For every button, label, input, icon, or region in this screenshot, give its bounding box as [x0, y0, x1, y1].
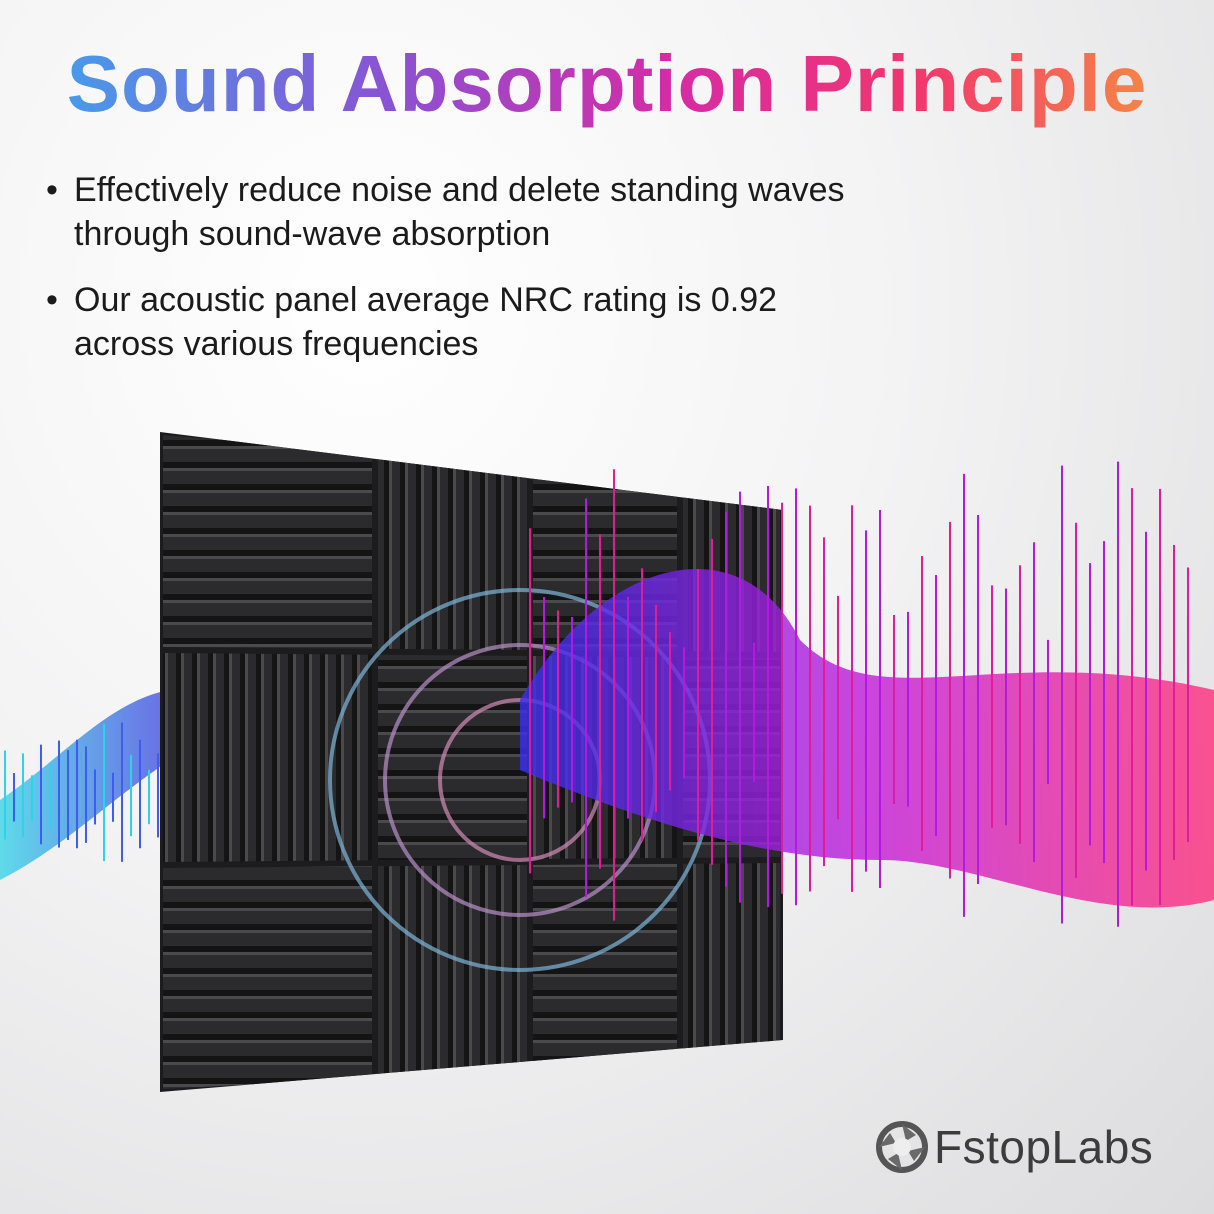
foam-tile	[683, 863, 780, 1063]
page-title: Sound Absorption Principle	[0, 38, 1214, 130]
bullet-dot: •	[46, 281, 58, 319]
bullet-item: • Our acoustic panel average NRC rating …	[46, 278, 845, 366]
brand-name: FstopLabs	[934, 1121, 1154, 1173]
foam-tile	[533, 863, 677, 1070]
brand-logo: FstopLabs	[876, 1120, 1153, 1174]
aperture-icon	[876, 1121, 928, 1173]
bullet-dot: •	[46, 171, 58, 209]
foam-tile	[378, 654, 527, 861]
foam-tile	[163, 653, 372, 862]
foam-tile	[378, 865, 527, 1078]
foam-tile	[163, 866, 372, 1089]
foam-tile	[163, 435, 372, 649]
bullet-text: across various frequencies	[74, 325, 479, 363]
bullet-text: Effectively reduce noise and delete stan…	[74, 171, 845, 209]
bullet-list: • Effectively reduce noise and delete st…	[46, 168, 845, 388]
bullet-text: through sound-wave absorption	[74, 215, 551, 253]
absorbed-sound-wave	[529, 461, 1189, 927]
incoming-sound-wave	[4, 722, 159, 862]
bullet-item: • Effectively reduce noise and delete st…	[46, 168, 845, 256]
foam-tile	[378, 451, 527, 650]
bullet-text: Our acoustic panel average NRC rating is…	[74, 281, 778, 319]
